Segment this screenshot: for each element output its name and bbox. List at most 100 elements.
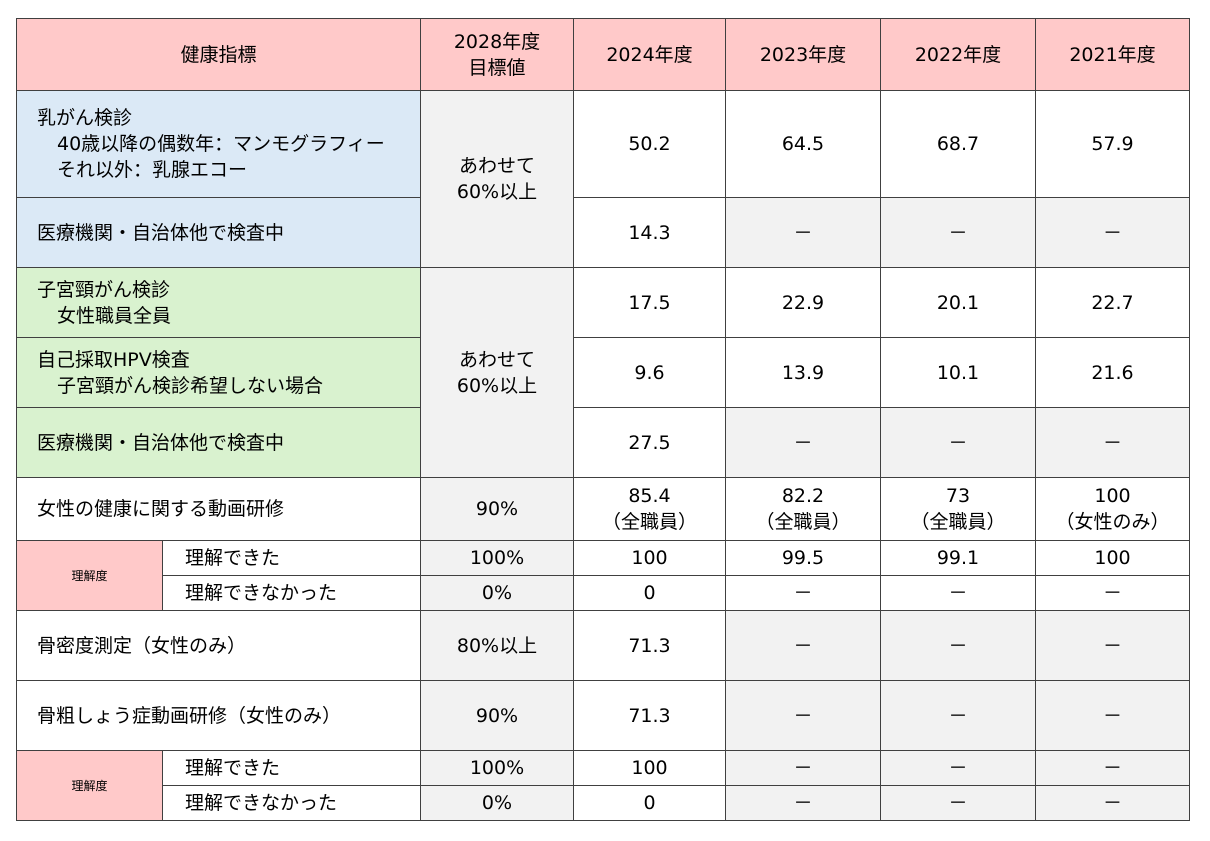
video-2023-note: （全職員） [755,511,851,533]
cervical-2024: 17.5 [573,267,726,338]
osteo-video-row: 骨粗しょう症動画研修（女性のみ） 90% 71.3 － － － [16,680,1190,751]
cervical-2021: 22.7 [1035,267,1190,338]
header-2022: 2022年度 [880,18,1036,91]
video-2023: 82.2 （全職員） [725,477,881,541]
bone-density-2022: － [880,610,1036,681]
osteo-video-target: 90% [420,680,574,751]
video-target: 90% [420,477,574,541]
osteo-not-understood-2021: － [1035,785,1190,821]
video-2021-note: （女性のみ） [1055,511,1170,533]
breast-2021: 57.9 [1035,90,1190,198]
video-understood-2021: 100 [1035,540,1190,576]
hpv-label-line2: 子宮頸がん検診希望しない場合 [57,374,324,397]
cervical-cancer-label: 子宮頸がん検診 女性職員全員 [16,267,421,338]
video-2023-value: 82.2 [781,485,825,507]
breast-external-2024: 14.3 [573,197,726,268]
cervical-external-2021: － [1035,407,1190,478]
osteo-understood-2024: 100 [573,750,726,786]
header-target-line1: 2028年度 [453,30,541,53]
video-label: 女性の健康に関する動画研修 [16,477,421,541]
osteo-not-understood-2023: － [725,785,881,821]
video-not-understood-2024: 0 [573,575,726,611]
video-not-understood-row: 理解できなかった 0% 0 － － － [17,575,1190,611]
header-2024: 2024年度 [573,18,726,91]
cervical-external-2022: － [880,407,1036,478]
breast-external-2022: － [880,197,1036,268]
bone-density-2021: － [1035,610,1190,681]
video-2021-value: 100 [1094,485,1131,507]
cervical-target: あわせて 60%以上 [420,267,574,478]
osteo-not-understood-target: 0% [420,785,574,821]
breast-2024: 50.2 [573,90,726,198]
cervical-external-2024: 27.5 [573,407,726,478]
video-2022: 73 （全職員） [880,477,1036,541]
breast-label-line2: 40歳以降の偶数年：マンモグラフィー [57,133,385,155]
breast-cancer-row: 乳がん検診 40歳以降の偶数年：マンモグラフィー それ以外：乳腺エコー あわせて… [16,90,1190,268]
osteo-video-2021: － [1035,680,1190,751]
osteo-understood-row: 理解度 理解できた 100% 100 － － － [16,750,1190,821]
osteo-not-understood-label: 理解できなかった [162,785,421,821]
cervical-external-2023: － [725,407,881,478]
breast-external-2023: － [725,197,881,268]
osteo-video-2024: 71.3 [573,680,726,751]
video-not-understood-label: 理解できなかった [162,575,421,611]
header-target: 2028年度 目標値 [420,18,574,91]
breast-label-line3: それ以外：乳腺エコー [57,159,248,181]
video-not-understood-2022: － [880,575,1036,611]
breast-label-line1: 乳がん検診 [37,107,133,129]
breast-target-line2: 60%以上 [456,181,538,203]
video-2024-note: （全職員） [601,511,697,533]
cervical-target-line2: 60%以上 [456,374,538,397]
video-not-understood-2021: － [1035,575,1190,611]
cervical-target-line1: あわせて [458,348,535,371]
video-understood-row: 理解度 理解できた 100% 100 99.5 99.1 100 [16,540,1190,611]
breast-target: あわせて 60%以上 [420,90,574,268]
hpv-2022: 10.1 [880,337,1036,408]
hpv-2021: 21.6 [1035,337,1190,408]
cervical-label-line1: 子宮頸がん検診 [37,278,171,301]
bone-density-2023: － [725,610,881,681]
osteo-video-2023: － [725,680,881,751]
cervical-cancer-row: 子宮頸がん検診 女性職員全員 あわせて 60%以上 17.5 22.9 20.1… [16,267,1190,478]
hpv-label: 自己採取HPV検査 子宮頸がん検診希望しない場合 [16,337,421,408]
breast-cancer-label: 乳がん検診 40歳以降の偶数年：マンモグラフィー それ以外：乳腺エコー [16,90,421,198]
video-2024-value: 85.4 [628,485,671,507]
video-2021: 100 （女性のみ） [1035,477,1190,541]
video-understanding-label: 理解度 [16,540,163,611]
video-understood-label: 理解できた [162,540,421,576]
breast-2022: 68.7 [880,90,1036,198]
osteo-not-understood-2024: 0 [573,785,726,821]
cervical-external-label: 医療機関・自治体他で検査中 [16,407,421,478]
osteo-understood-2021: － [1035,750,1190,786]
hpv-2023: 13.9 [725,337,881,408]
breast-2023: 64.5 [725,90,881,198]
header-row: 健康指標 2028年度 目標値 2024年度 2023年度 2022年度 202… [16,18,1190,91]
video-understood-2024: 100 [573,540,726,576]
hpv-2024: 9.6 [573,337,726,408]
osteo-not-understood-2022: － [880,785,1036,821]
osteo-understanding-label: 理解度 [16,750,163,821]
video-understood-2022: 99.1 [880,540,1036,576]
osteo-video-label: 骨粗しょう症動画研修（女性のみ） [16,680,421,751]
video-2024: 85.4 （全職員） [573,477,726,541]
hpv-label-line1: 自己採取HPV検査 [37,348,190,371]
bone-density-label: 骨密度測定（女性のみ） [16,610,421,681]
osteo-video-2022: － [880,680,1036,751]
video-row: 女性の健康に関する動画研修 90% 85.4 （全職員） 82.2 （全職員） … [16,477,1190,541]
bone-density-2024: 71.3 [573,610,726,681]
osteo-understood-label: 理解できた [162,750,421,786]
bone-density-target: 80%以上 [420,610,574,681]
video-2022-value: 73 [945,485,971,507]
cervical-label-line2: 女性職員全員 [57,304,172,327]
breast-external-label: 医療機関・自治体他で検査中 [16,197,421,268]
video-not-understood-target: 0% [420,575,574,611]
video-understood-2023: 99.5 [725,540,881,576]
breast-external-row: 医療機関・自治体他で検査中 14.3 － － － [16,197,1190,268]
osteo-understood-target: 100% [420,750,574,786]
header-2021: 2021年度 [1035,18,1190,91]
osteo-understood-2023: － [725,750,881,786]
video-2022-note: （全職員） [910,511,1006,533]
breast-target-line1: あわせて [458,155,535,177]
header-target-line2: 目標値 [468,56,526,79]
breast-external-2021: － [1035,197,1190,268]
